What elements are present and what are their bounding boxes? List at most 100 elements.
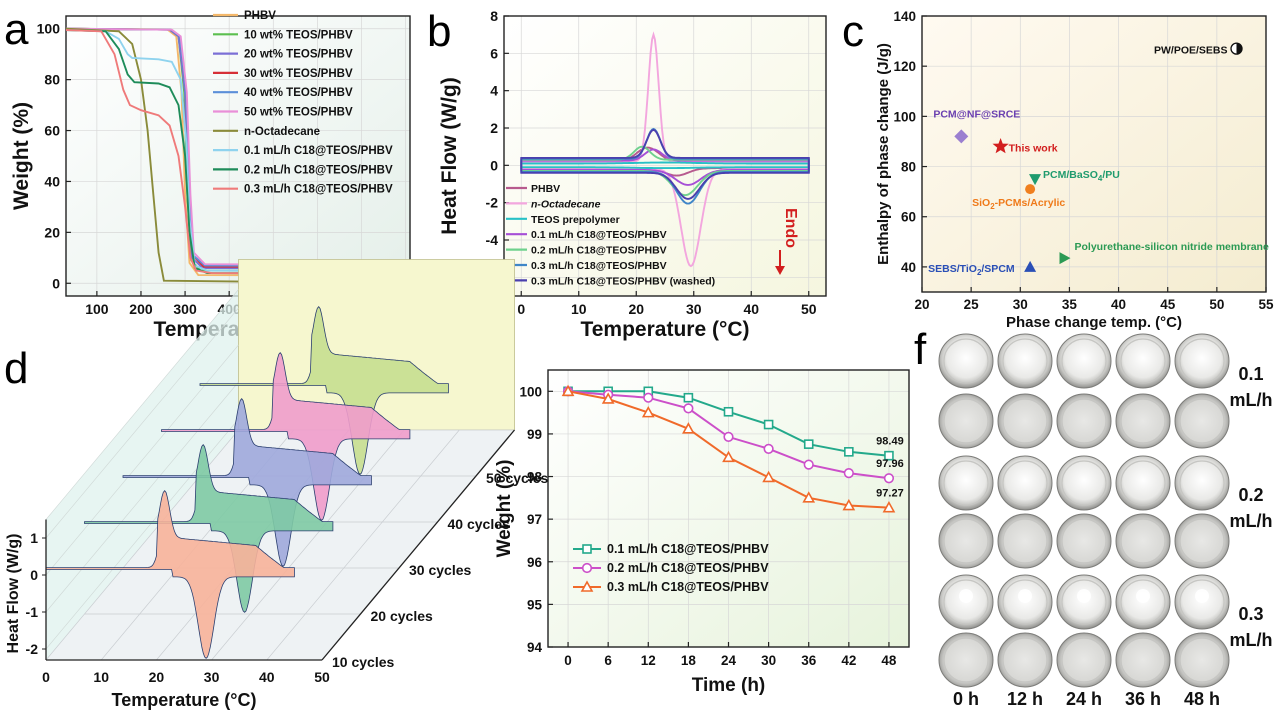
legend-label: 50 wt% TEOS/PHBV bbox=[244, 107, 353, 119]
marker-square bbox=[884, 450, 894, 461]
x-tick-label: 24 bbox=[721, 653, 737, 668]
legend-label: TEOS prepolymer bbox=[531, 214, 620, 226]
marker-square bbox=[683, 392, 694, 403]
floor-grid bbox=[211, 429, 405, 661]
x-tick-label: 36 bbox=[801, 653, 817, 668]
y-axis-title: Enthalpy of phase change (J/g) bbox=[875, 43, 892, 265]
petri-dish-rim bbox=[1179, 518, 1225, 564]
x-tick-label: 30 bbox=[1013, 297, 1028, 312]
x-tick-label: 50 bbox=[314, 669, 330, 685]
series-line bbox=[65, 29, 406, 275]
petri-dish bbox=[1174, 513, 1230, 569]
y-tick-label: 100 bbox=[519, 384, 542, 399]
petri-dish bbox=[938, 455, 994, 511]
legend-marker bbox=[580, 580, 594, 592]
legend-label: 0.1 mL/h C18@TEOS/PHBV bbox=[531, 229, 667, 241]
dish-highlight bbox=[1136, 589, 1150, 603]
petri-dish bbox=[997, 393, 1053, 449]
marker-circle bbox=[883, 473, 895, 484]
petri-dish bbox=[938, 393, 994, 449]
legend-label: 30 wt% TEOS/PHBV bbox=[244, 68, 353, 80]
legend-marker bbox=[581, 562, 593, 574]
x-tick-label: 42 bbox=[841, 653, 856, 668]
petri-dish-rim bbox=[1002, 637, 1048, 683]
petri-dish-rim bbox=[1120, 398, 1166, 444]
y-tick-label: 100 bbox=[893, 109, 916, 124]
x-tick-label: 0 bbox=[42, 669, 50, 685]
x-tick-label: 50 bbox=[1209, 297, 1224, 312]
marker-square bbox=[723, 406, 734, 417]
x-tick-label: 12 bbox=[641, 653, 656, 668]
plot-background bbox=[922, 16, 1266, 292]
y-tick-label: 100 bbox=[37, 21, 61, 37]
column-label: 0 h bbox=[953, 689, 979, 709]
cycle-loop bbox=[45, 490, 295, 659]
y-tick-label: -2 bbox=[26, 641, 39, 657]
column-label: 48 h bbox=[1184, 689, 1220, 709]
petri-dish bbox=[938, 632, 994, 688]
marker-triangle bbox=[601, 392, 615, 404]
legend-label: 0.3 mL/h C18@TEOS/PHBV bbox=[531, 260, 667, 272]
series-line bbox=[65, 27, 406, 285]
dish-highlight bbox=[1195, 589, 1209, 603]
panel-label-f: f bbox=[914, 325, 927, 374]
petri-dish bbox=[938, 333, 994, 389]
x-axis-title: Temperature (°C) bbox=[580, 318, 749, 341]
x-tick-label: 18 bbox=[681, 653, 697, 668]
legend-label: 20 wt% TEOS/PHBV bbox=[244, 49, 353, 61]
y-tick-label: 94 bbox=[527, 640, 543, 655]
panel-f-photo-grid: 0.1 mL/h 0.2 mL/h 0.3 mL/h 0 h 12 h 24 h 36 h 48 h bbox=[938, 333, 1273, 709]
marker-triangle bbox=[641, 405, 655, 418]
x-tick-label: 6 bbox=[604, 653, 612, 668]
end-value-label: 97.27 bbox=[876, 488, 904, 500]
y-tick-label: 80 bbox=[44, 72, 60, 88]
x-axis-title: Temperature (°C) bbox=[112, 690, 257, 710]
y-tick-label: 6 bbox=[490, 45, 498, 61]
x-tick-label: 10 bbox=[571, 301, 587, 317]
marker-half-circle-fill bbox=[1236, 43, 1243, 55]
y-tick-label: 4 bbox=[490, 83, 498, 99]
legend-label: 0.3 mL/h C18@TEOS/PHBV (washed) bbox=[531, 275, 715, 287]
legend-label: 40 wt% TEOS/PHBV bbox=[244, 87, 353, 99]
petri-dish-rim bbox=[1120, 637, 1166, 683]
y-tick-label: 120 bbox=[893, 59, 916, 74]
y-tick-label: 95 bbox=[527, 597, 543, 612]
marker-triangle-right bbox=[1059, 252, 1071, 265]
end-value-label: 98.49 bbox=[876, 436, 904, 448]
row-label-value: 0.3 bbox=[1238, 604, 1263, 624]
row-label-unit: mL/h bbox=[1230, 630, 1273, 650]
petri-dish bbox=[938, 513, 994, 569]
petri-dish bbox=[1174, 333, 1230, 389]
y-tick-label: 60 bbox=[901, 210, 916, 225]
x-tick-label: 45 bbox=[1160, 297, 1176, 312]
marker-circle bbox=[843, 468, 854, 479]
marker-star bbox=[992, 138, 1009, 154]
petri-dish-rim bbox=[943, 338, 989, 384]
petri-dish bbox=[1115, 513, 1171, 569]
legend-label: n-Octadecane bbox=[531, 198, 601, 210]
marker-triangle-up bbox=[1024, 260, 1037, 272]
panel-e-chart: 0 6 12 18 24 30 36 42 48 94 95 96 97 98 99 100 Time (h) W… bbox=[494, 369, 910, 696]
depth-label: 30 cycles bbox=[409, 562, 471, 578]
marker-circle bbox=[683, 403, 694, 414]
depth-label: 10 cycles bbox=[332, 654, 394, 670]
dish-highlight bbox=[1018, 589, 1032, 603]
legend-label: PHBV bbox=[531, 183, 560, 195]
petri-dish-rim bbox=[1002, 398, 1048, 444]
x-tick-label: 0 bbox=[517, 301, 525, 317]
axes-frame bbox=[921, 15, 1267, 293]
marker-triangle bbox=[682, 422, 695, 434]
legend-label: n-Octadecane bbox=[244, 126, 320, 138]
column-label: 36 h bbox=[1125, 689, 1161, 709]
petri-dish bbox=[997, 513, 1053, 569]
point-label: Polyurethane-silicon nitride membrane bbox=[1075, 241, 1269, 253]
petri-dish-rim bbox=[943, 518, 989, 564]
point-label: PW/POE/SEBS bbox=[1154, 45, 1228, 57]
x-tick-label: 200 bbox=[129, 301, 153, 317]
marker-diamond bbox=[954, 129, 969, 144]
petri-dish-rim bbox=[1061, 637, 1107, 683]
y-axis-title: Heat Flow (W/g) bbox=[438, 77, 461, 234]
y-tick-label: 2 bbox=[490, 120, 498, 136]
petri-dish-rim bbox=[1120, 579, 1166, 625]
